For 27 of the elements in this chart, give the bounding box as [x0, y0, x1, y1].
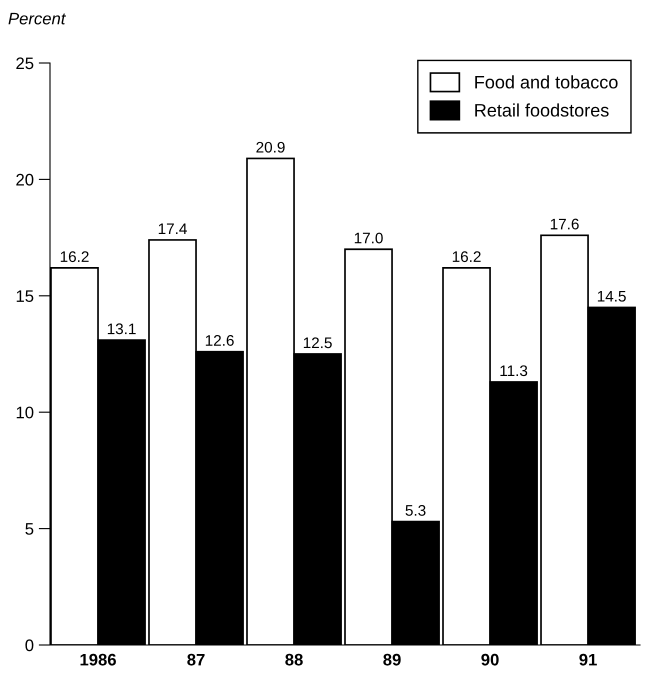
- data-label: 20.9: [256, 142, 285, 153]
- y-tick-label: 0: [25, 639, 34, 652]
- data-label: 17.0: [354, 232, 383, 244]
- data-label: 16.2: [60, 251, 89, 262]
- data-label: 13.1: [108, 323, 136, 334]
- y-tick-label: 5: [25, 523, 34, 535]
- legend-label: Retail foodstores: [475, 103, 609, 117]
- data-label: 11.3: [500, 365, 528, 376]
- data-label: 5.3: [406, 505, 426, 516]
- data-label: 16.2: [452, 251, 481, 262]
- y-tick-label: 15: [16, 290, 34, 302]
- data-label: 12.6: [206, 335, 234, 346]
- y-axis-title: Percent: [8, 12, 66, 24]
- data-label: 17.4: [158, 223, 187, 234]
- legend-label: Food and tobacco: [475, 75, 618, 89]
- x-tick-label: 87: [187, 654, 205, 666]
- y-tick-label: 20: [16, 174, 34, 186]
- data-label: 12.5: [304, 337, 332, 348]
- y-tick-label: 10: [16, 406, 34, 418]
- x-tick-label: 1986: [80, 654, 116, 666]
- x-tick-label: 89: [383, 654, 401, 666]
- y-tick-label: 25: [16, 57, 34, 70]
- data-label: 14.5: [598, 290, 626, 302]
- data-label: 17.6: [550, 218, 579, 230]
- x-tick-label: 90: [481, 654, 499, 666]
- x-tick-label: 88: [285, 654, 303, 666]
- x-tick-label: 91: [579, 654, 597, 666]
